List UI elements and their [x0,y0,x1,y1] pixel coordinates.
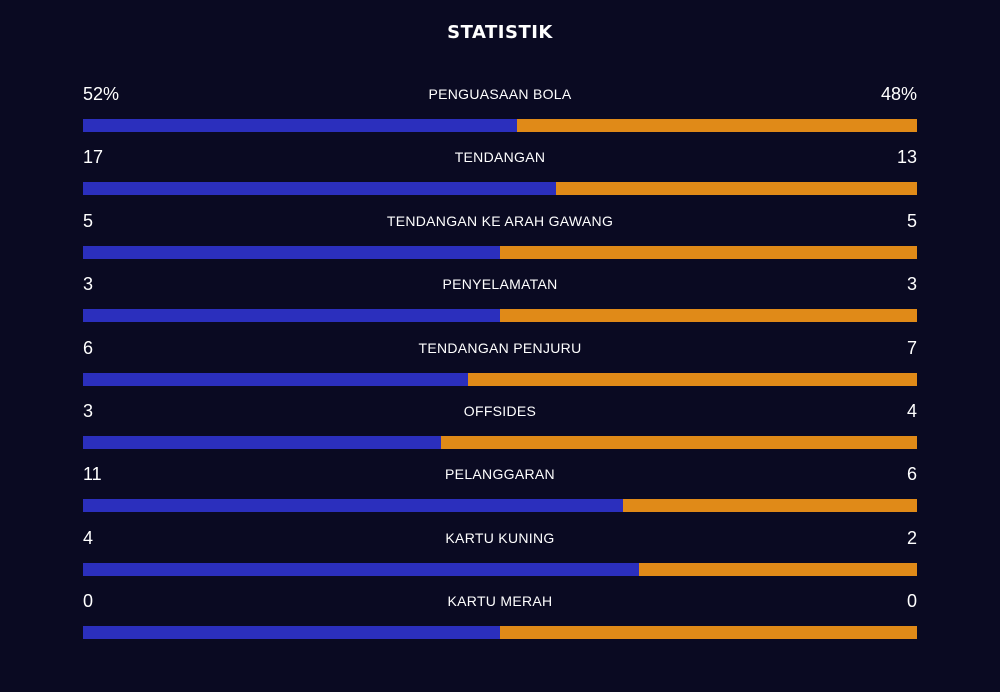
stat-comparison-bar [83,119,917,132]
stat-bar-away-fill [500,309,917,323]
stat-bar-home-fill [83,372,469,386]
stat-away-value: 48% [880,84,917,104]
stat-comparison-bar [83,182,917,196]
stats-list: 52% PENGUASAAN BOLA 48% 17 TENDANGAN 13 5 TENDA… [83,78,917,649]
stat-bar-away-fill [622,499,917,513]
stat-away-value: 3 [906,274,917,295]
stat-away-value: 6 [906,464,917,485]
stat-bar-away-fill [440,435,917,449]
stat-home-value: 3 [83,400,94,421]
stat-label: TENDANGAN KE ARAH GAWANG [386,212,614,229]
stat-row: 3 PENYELAMATAN 3 [83,268,917,331]
stat-bar-home-fill [83,245,500,259]
stat-bar-home-fill [83,499,623,513]
stat-row: 17 TENDANGAN 13 [83,141,917,204]
stat-home-value: 52% [83,84,120,104]
stat-bar-away-fill [500,626,917,640]
stat-label: TENDANGAN PENJURU [418,339,582,356]
stat-comparison-bar [83,435,917,449]
stat-label: PENYELAMATAN [442,276,558,293]
stat-bar-home-fill [83,626,500,640]
stat-label: KARTU KUNING [445,529,555,546]
stat-bar-home-fill [83,182,556,196]
stat-row-header: 3 PENYELAMATAN 3 [83,268,917,308]
stat-away-value: 0 [906,591,917,612]
stat-row-header: 5 TENDANGAN KE ARAH GAWANG 5 [83,205,917,245]
stat-bar-away-fill [555,182,917,196]
stat-away-value: 4 [906,400,917,421]
stat-row-header: 0 KARTU MERAH 0 [83,585,917,625]
stat-comparison-bar [83,562,917,576]
stat-comparison-bar [83,309,917,323]
stat-bar-home-fill [83,119,517,132]
stat-row-header: 17 TENDANGAN 13 [83,141,917,181]
stat-home-value: 17 [83,147,104,168]
stat-away-value: 5 [906,210,917,231]
stat-row: 5 TENDANGAN KE ARAH GAWANG 5 [83,205,917,268]
stat-bar-home-fill [83,309,500,323]
stat-bar-away-fill [516,119,917,132]
stat-row-header: 11 PELANGGARAN 6 [83,458,917,498]
stat-row-header: 3 OFFSIDES 4 [83,395,917,435]
stat-label: OFFSIDES [463,402,537,419]
stat-row-header: 6 TENDANGAN PENJURU 7 [83,332,917,372]
stat-bar-home-fill [83,562,640,576]
stat-home-value: 6 [83,337,94,358]
stat-label: PELANGGARAN [445,466,555,483]
stat-row: 6 TENDANGAN PENJURU 7 [83,332,917,395]
stat-label: PENGUASAAN BOLA [428,86,572,102]
stat-row: 52% PENGUASAAN BOLA 48% [83,78,917,141]
stat-label: KARTU MERAH [447,593,553,610]
stat-comparison-bar [83,499,917,513]
stat-home-value: 4 [83,527,94,548]
stat-home-value: 5 [83,210,94,231]
stat-home-value: 3 [83,274,94,295]
stat-bar-away-fill [468,372,917,386]
stat-row: 0 KARTU MERAH 0 [83,585,917,648]
stat-row: 3 OFFSIDES 4 [83,395,917,458]
stat-away-value: 2 [906,527,917,548]
stat-row-header: 4 KARTU KUNING 2 [83,522,917,562]
stat-comparison-bar [83,626,917,640]
stats-title: STATISTIK [447,22,553,43]
stat-away-value: 7 [906,337,917,358]
stat-label: TENDANGAN [454,149,546,166]
stat-home-value: 11 [83,464,102,485]
stat-comparison-bar [83,372,917,386]
stat-bar-away-fill [500,245,917,259]
stat-row: 4 KARTU KUNING 2 [83,522,917,585]
stat-row-header: 52% PENGUASAAN BOLA 48% [83,78,917,118]
stat-home-value: 0 [83,591,94,612]
stat-row: 11 PELANGGARAN 6 [83,458,917,521]
stat-bar-home-fill [83,435,441,449]
stat-away-value: 13 [896,147,917,168]
stat-bar-away-fill [639,562,917,576]
stat-comparison-bar [83,245,917,259]
